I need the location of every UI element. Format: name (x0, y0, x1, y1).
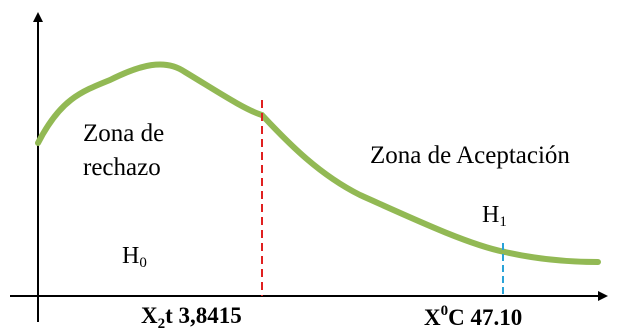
statistic-pre: X (424, 305, 441, 330)
statistic-sup: 0 (440, 303, 449, 319)
rejection-zone-line1: Zona de (83, 120, 165, 147)
rejection-zone-line2: rechazo (83, 154, 161, 181)
critical-pre: X (141, 303, 158, 328)
h0-base: H (122, 243, 140, 269)
distribution-curve (35, 61, 601, 265)
statistic-post: C 47.10 (448, 305, 523, 330)
h0-sub: 0 (139, 255, 147, 271)
h0-label: H0 (122, 243, 147, 272)
h1-base: H (482, 202, 500, 228)
h1-sub: 1 (499, 214, 507, 230)
critical-value-label: X2t 3,8415 (141, 303, 242, 333)
critical-post: t 3,8415 (165, 303, 242, 328)
test-statistic-label: X0C 47.10 (424, 303, 522, 331)
h1-label: H1 (482, 202, 507, 231)
critical-sub: 2 (157, 316, 166, 332)
rejection-zone-label: Zona de rechazo (83, 117, 164, 185)
acceptance-zone-label: Zona de Aceptación (370, 142, 570, 169)
